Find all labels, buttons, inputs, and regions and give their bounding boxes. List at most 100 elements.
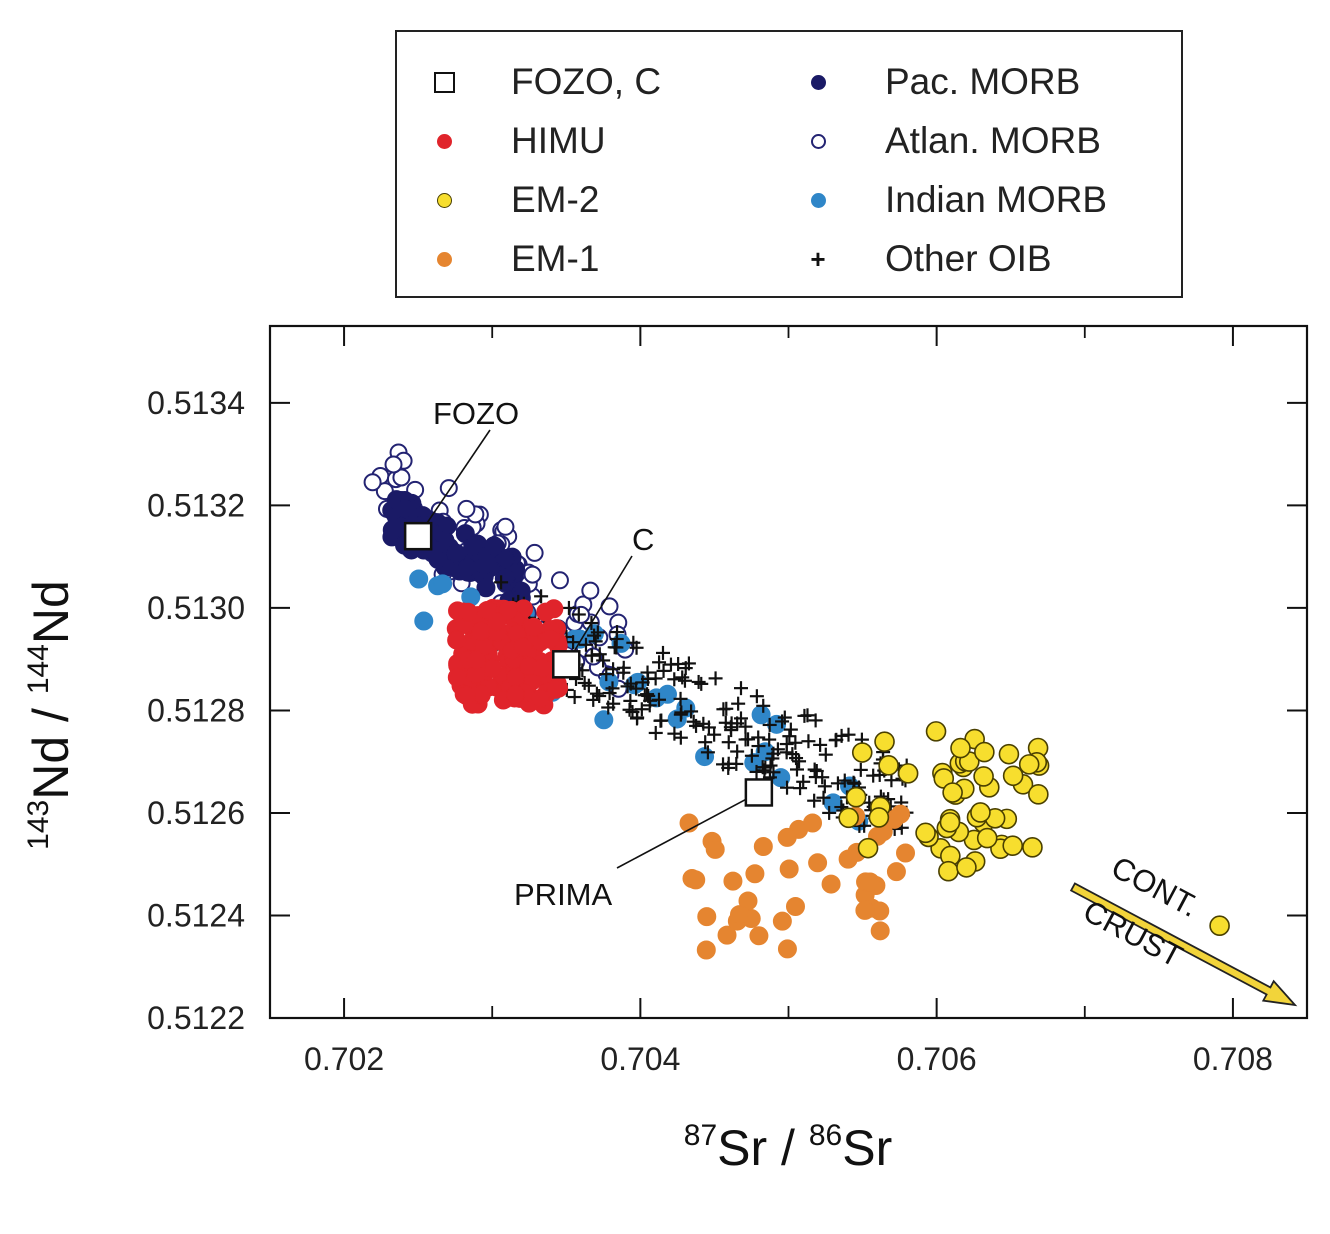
point-other-oib bbox=[813, 737, 828, 752]
point-em-2 bbox=[942, 782, 963, 803]
plus-icon: + bbox=[810, 244, 826, 274]
point-other-oib bbox=[606, 662, 621, 677]
point-other-oib bbox=[808, 770, 823, 785]
y-tick-label: 0.5130 bbox=[147, 590, 245, 626]
point-other-oib bbox=[780, 780, 795, 795]
point-em-1 bbox=[717, 925, 737, 945]
point-pac-morb bbox=[495, 568, 515, 588]
point-other-oib bbox=[807, 793, 822, 808]
point-other-oib bbox=[653, 713, 668, 728]
point-other-oib bbox=[741, 732, 756, 747]
point-indian-morb bbox=[414, 611, 434, 631]
point-other-oib bbox=[629, 640, 644, 655]
point-indian-morb bbox=[751, 705, 771, 725]
point-other-oib bbox=[494, 575, 509, 590]
point-other-oib bbox=[601, 700, 616, 715]
point-indian-morb bbox=[409, 569, 429, 589]
legend-item-pac-morb: Pac. MORB bbox=[803, 57, 1080, 107]
point-other-oib bbox=[775, 714, 790, 729]
point-other-oib bbox=[766, 765, 781, 780]
point-himu bbox=[466, 650, 486, 670]
point-himu bbox=[471, 621, 491, 641]
point-himu bbox=[447, 667, 467, 687]
point-himu bbox=[530, 689, 550, 709]
point-other-oib bbox=[758, 760, 773, 775]
point-himu bbox=[536, 602, 556, 622]
red-dot-icon bbox=[429, 126, 459, 156]
point-other-oib bbox=[762, 732, 777, 747]
point-other-oib bbox=[578, 637, 593, 652]
point-other-oib bbox=[829, 732, 844, 747]
point-em-1 bbox=[808, 853, 828, 873]
legend-item-atlan-morb: Atlan. MORB bbox=[803, 116, 1101, 166]
point-em-2 bbox=[857, 837, 879, 859]
point-atlan-morb bbox=[457, 499, 476, 518]
point-other-oib bbox=[587, 628, 602, 643]
point-em-2 bbox=[1022, 837, 1043, 858]
point-other-oib bbox=[853, 762, 868, 777]
point-em-1 bbox=[745, 864, 765, 884]
point-other-oib bbox=[738, 719, 753, 734]
legend-label: EM-1 bbox=[511, 238, 600, 279]
point-other-oib bbox=[796, 774, 811, 789]
point-other-oib bbox=[779, 737, 794, 752]
y-tick-label: 0.5126 bbox=[147, 795, 245, 831]
legend-label: Atlan. MORB bbox=[885, 120, 1101, 161]
point-other-oib bbox=[841, 727, 856, 742]
point-other-oib bbox=[866, 768, 881, 783]
point-other-oib bbox=[808, 713, 823, 728]
point-himu bbox=[456, 685, 476, 705]
legend-label: EM-2 bbox=[511, 179, 600, 220]
legend-label: Pac. MORB bbox=[885, 61, 1081, 102]
point-other-oib bbox=[534, 589, 549, 604]
point-em-1 bbox=[696, 940, 716, 960]
point-pac-morb bbox=[394, 499, 414, 519]
point-other-oib bbox=[744, 748, 759, 763]
point-em-1 bbox=[772, 911, 792, 931]
point-em-2 bbox=[874, 731, 895, 752]
point-other-oib bbox=[571, 607, 586, 622]
point-other-oib bbox=[701, 720, 716, 735]
y-tick-label: 0.5128 bbox=[147, 692, 245, 728]
point-himu bbox=[546, 679, 566, 699]
data-points-layer bbox=[363, 443, 1230, 960]
point-other-oib bbox=[721, 735, 736, 750]
point-em-1 bbox=[777, 939, 797, 959]
point-other-oib bbox=[596, 653, 611, 668]
leader-line bbox=[565, 555, 633, 665]
point-other-oib bbox=[884, 773, 899, 788]
legend-item-indian-morb: Indian MORB bbox=[803, 175, 1107, 225]
point-em-2 bbox=[925, 721, 947, 742]
point-other-oib bbox=[667, 672, 682, 687]
point-em-1 bbox=[886, 862, 906, 882]
point-other-oib bbox=[681, 656, 696, 671]
point-atlan-morb bbox=[363, 473, 382, 492]
y-tick-label: 0.5124 bbox=[147, 897, 245, 933]
legend-item-em1: EM-1 bbox=[429, 234, 599, 284]
point-other-oib bbox=[723, 720, 738, 735]
point-himu bbox=[482, 658, 502, 678]
point-other-oib bbox=[756, 698, 771, 713]
point-other-oib bbox=[788, 735, 803, 750]
point-other-oib bbox=[733, 711, 748, 726]
leader-line bbox=[417, 429, 491, 537]
blue-dot-icon bbox=[803, 185, 833, 215]
point-other-oib bbox=[765, 751, 780, 766]
point-other-oib bbox=[782, 729, 797, 744]
point-other-oib bbox=[689, 718, 704, 733]
point-atlan-morb bbox=[384, 455, 403, 474]
point-other-oib bbox=[751, 730, 766, 745]
point-other-oib bbox=[801, 734, 816, 749]
axis-labels: 87Sr / 86Sr 143Nd / 144Nd bbox=[22, 580, 892, 1176]
point-other-oib bbox=[807, 762, 822, 777]
point-other-oib bbox=[620, 679, 635, 694]
annotations-layer: FOZO C PRIMA bbox=[403, 396, 774, 912]
point-em-2 bbox=[1028, 784, 1049, 805]
x-tick-label: 0.704 bbox=[600, 1041, 680, 1077]
navy-dot-icon bbox=[803, 67, 833, 97]
x-tick-label: 0.708 bbox=[1193, 1041, 1273, 1077]
point-em-2 bbox=[976, 827, 998, 849]
point-em-1 bbox=[860, 872, 880, 892]
point-em-1 bbox=[896, 843, 916, 863]
point-other-oib bbox=[830, 776, 845, 791]
